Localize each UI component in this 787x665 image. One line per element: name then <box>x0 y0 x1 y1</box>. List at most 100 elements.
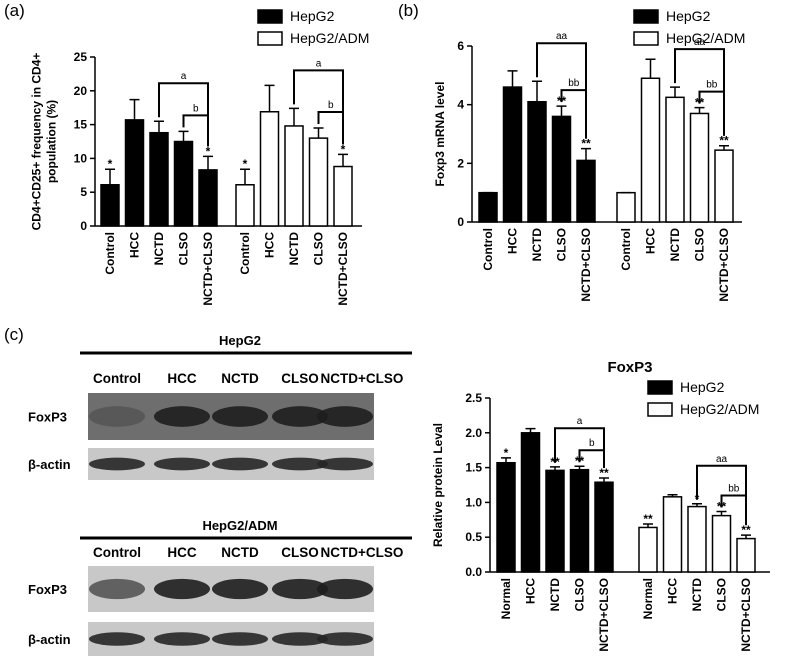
error-bar <box>105 168 115 185</box>
significance-mark: * <box>341 142 346 156</box>
lane-label: NCTD+CLSO <box>321 371 404 386</box>
error-bar <box>581 147 591 161</box>
bar <box>545 469 565 573</box>
significance-bracket <box>674 48 725 136</box>
bar <box>665 96 685 223</box>
x-tick-label: CLSO <box>312 232 326 265</box>
x-tick-label: NCTD+CLSO <box>597 578 611 652</box>
bar <box>711 514 732 573</box>
x-tick-label: CLSO <box>177 232 191 265</box>
bar <box>496 461 516 573</box>
bar <box>569 468 590 573</box>
lane-label: Control <box>93 545 141 560</box>
significance-mark: ** <box>719 134 729 148</box>
y-axis-label: population (%) <box>45 100 59 183</box>
error-bar <box>694 106 705 114</box>
error-bar <box>178 130 189 142</box>
bracket-label: b <box>589 438 595 449</box>
x-tick-label: NCTD <box>287 232 301 266</box>
lane-label: CLSO <box>281 545 319 560</box>
error-bar <box>264 84 275 112</box>
blot-title: HepG2/ADM <box>202 518 277 533</box>
bracket-label: aa <box>694 37 706 48</box>
y-tick-label: 25 <box>74 50 88 64</box>
panel-label: (b) <box>398 1 419 20</box>
y-tick-label: 2.0 <box>465 426 482 440</box>
bar <box>576 159 596 223</box>
x-tick-label: NCTD <box>690 578 704 612</box>
significance-mark: ** <box>741 523 751 537</box>
bar <box>259 111 280 227</box>
blot-band <box>272 578 328 600</box>
error-bar <box>525 427 536 433</box>
bar <box>736 537 756 573</box>
blot-band <box>154 578 210 600</box>
x-tick-label: NCTD+CLSO <box>201 232 215 306</box>
bar <box>502 86 523 223</box>
significance-mark: * <box>108 157 113 171</box>
blot-band <box>272 457 328 471</box>
error-bar <box>550 466 560 471</box>
blot-band <box>154 406 210 427</box>
significance-mark: ** <box>599 466 609 480</box>
x-tick-label: HCC <box>666 578 680 604</box>
bar <box>173 140 194 227</box>
significance-bracket <box>158 82 209 147</box>
bar <box>527 100 547 223</box>
y-tick-label: 2.5 <box>465 391 482 405</box>
x-tick-label: NCTD <box>530 228 544 262</box>
blot-band <box>272 632 328 646</box>
bar <box>616 191 636 223</box>
bracket-label: a <box>316 58 322 69</box>
error-bar <box>670 86 680 98</box>
blot-band <box>89 457 145 471</box>
bar <box>551 115 572 223</box>
blot-band <box>89 406 145 427</box>
blot-band <box>317 457 373 471</box>
blot-band <box>212 632 268 646</box>
bar <box>124 119 145 227</box>
bar <box>235 184 255 227</box>
x-tick-label: NCTD+CLSO <box>717 228 731 302</box>
blot-band <box>89 632 145 646</box>
bar <box>100 184 120 227</box>
legend-label: HepG2 <box>290 8 335 24</box>
y-tick-label: 5 <box>80 185 87 199</box>
lane-label: NCTD <box>221 545 259 560</box>
significance-bracket <box>293 69 344 145</box>
x-tick-label: HCC <box>263 232 277 258</box>
significance-bracket <box>554 427 605 469</box>
blot-band <box>317 632 373 646</box>
blot-band <box>317 406 373 427</box>
x-tick-label: NCTD+CLSO <box>739 578 753 652</box>
legend-label: HepG2/ADM <box>290 30 369 46</box>
y-axis-label: Relative protein Leval <box>431 423 445 547</box>
bar <box>198 169 218 227</box>
lane-label: Control <box>93 371 141 386</box>
lane-label: NCTD <box>221 371 259 386</box>
bracket-label: b <box>328 100 334 111</box>
significance-mark: * <box>243 157 248 171</box>
blot-band <box>212 406 268 427</box>
legend-label: HepG2 <box>680 379 725 395</box>
error-bar <box>240 168 250 185</box>
x-tick-label: Control <box>238 232 252 275</box>
x-tick-label: Control <box>103 232 117 275</box>
x-tick-label: CLSO <box>555 228 569 261</box>
legend-swatch <box>633 31 659 46</box>
y-tick-label: 6 <box>457 39 464 53</box>
x-tick-label: NCTD+CLSO <box>336 232 350 306</box>
error-bar <box>532 80 542 102</box>
error-bar <box>338 153 348 167</box>
row-label: β-actin <box>28 457 71 472</box>
y-tick-label: 1.0 <box>465 495 482 509</box>
lane-label: HCC <box>167 371 196 386</box>
bracket-label: b <box>193 103 199 114</box>
x-tick-label: HCC <box>506 228 520 254</box>
x-tick-label: Normal <box>641 578 655 619</box>
x-tick-label: NCTD <box>668 228 682 262</box>
bar <box>594 481 614 573</box>
x-tick-label: NCTD <box>152 232 166 266</box>
blot-band <box>317 578 373 600</box>
